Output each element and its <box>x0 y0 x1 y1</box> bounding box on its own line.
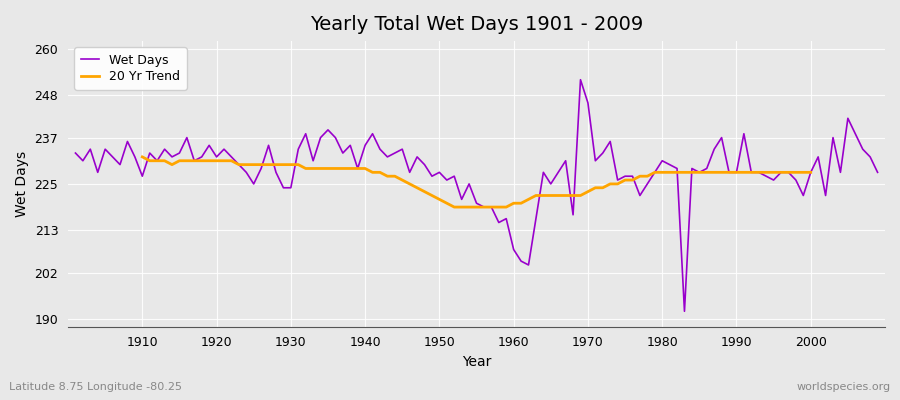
Wet Days <box>575 77 586 82</box>
Line: Wet Days: Wet Days <box>76 80 878 311</box>
Text: Latitude 8.75 Longitude -80.25: Latitude 8.75 Longitude -80.25 <box>9 382 182 392</box>
20 Yr Trend <box>292 162 303 167</box>
20 Yr Trend <box>308 166 319 171</box>
Wet Days <box>292 147 303 152</box>
Wet Days <box>130 154 140 159</box>
Legend: Wet Days, 20 Yr Trend: Wet Days, 20 Yr Trend <box>75 47 186 90</box>
Text: worldspecies.org: worldspecies.org <box>796 382 891 392</box>
20 Yr Trend <box>137 154 148 159</box>
20 Yr Trend <box>709 170 720 175</box>
Wet Days <box>70 151 81 156</box>
Wet Days <box>508 247 519 252</box>
Wet Days <box>500 216 511 221</box>
Wet Days <box>338 151 348 156</box>
X-axis label: Year: Year <box>462 355 491 369</box>
Wet Days <box>680 309 690 314</box>
Wet Days <box>605 139 616 144</box>
20 Yr Trend <box>790 170 801 175</box>
20 Yr Trend <box>798 170 809 175</box>
20 Yr Trend <box>806 170 816 175</box>
Line: 20 Yr Trend: 20 Yr Trend <box>142 157 811 207</box>
20 Yr Trend <box>219 158 230 163</box>
20 Yr Trend <box>449 205 460 210</box>
Y-axis label: Wet Days: Wet Days <box>15 151 29 217</box>
Title: Yearly Total Wet Days 1901 - 2009: Yearly Total Wet Days 1901 - 2009 <box>310 15 644 34</box>
Wet Days <box>872 170 883 175</box>
